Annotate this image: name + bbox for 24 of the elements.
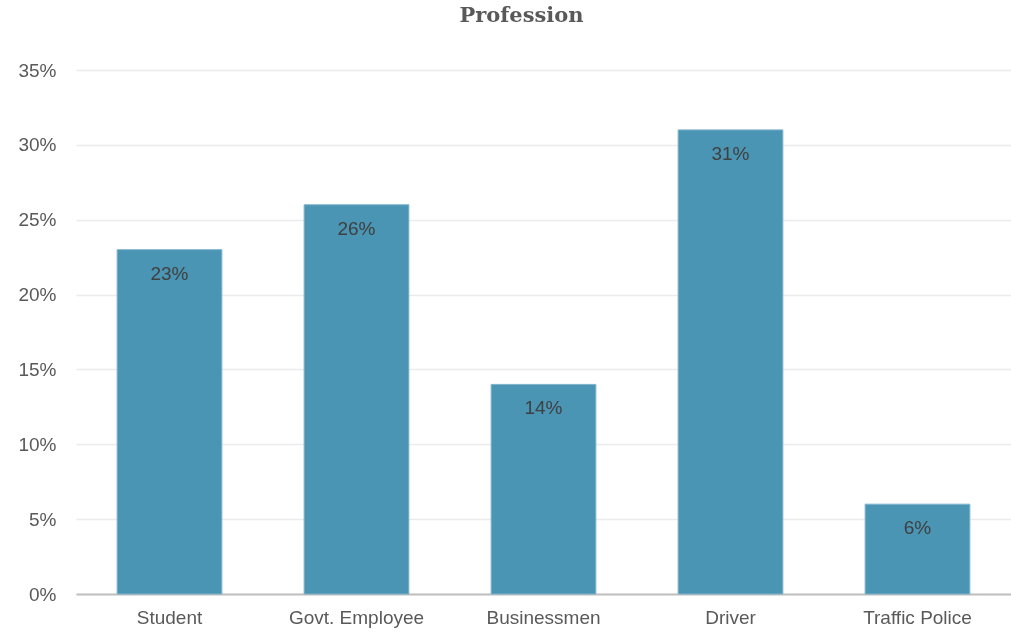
bar <box>303 204 410 595</box>
data-label: 6% <box>903 517 932 539</box>
bar <box>677 129 784 595</box>
bar <box>490 383 597 595</box>
y-tick-label: 20% <box>18 284 57 306</box>
chart-title: Profession <box>459 2 584 27</box>
data-label: 14% <box>524 397 563 419</box>
data-label: 31% <box>711 142 750 164</box>
data-label: 26% <box>337 217 376 239</box>
x-tick-label: Student <box>136 606 203 628</box>
bar <box>864 503 971 595</box>
x-tick-label: Businessmen <box>486 606 601 628</box>
data-label: 23% <box>150 262 189 284</box>
y-tick-label: 0% <box>29 583 57 605</box>
x-tick-label: Driver <box>705 606 757 628</box>
y-tick-label: 5% <box>29 508 57 530</box>
y-tick-label: 15% <box>18 358 57 380</box>
bar <box>116 249 223 595</box>
y-tick-label: 10% <box>18 433 57 455</box>
y-tick-label: 25% <box>18 209 57 231</box>
x-tick-label: Govt. Employee <box>288 606 425 628</box>
y-tick-label: 35% <box>18 59 57 81</box>
y-tick-label: 30% <box>18 134 57 156</box>
x-tick-label: Traffic Police <box>863 606 972 628</box>
